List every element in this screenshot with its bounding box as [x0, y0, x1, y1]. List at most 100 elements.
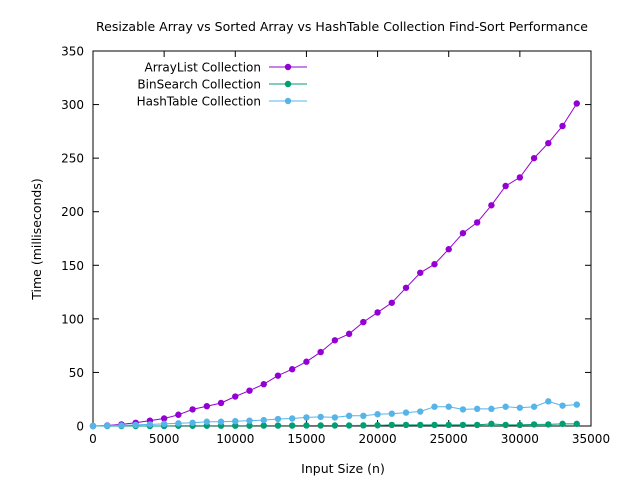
data-point	[274, 422, 282, 429]
x-tick-label: 25000	[430, 432, 468, 446]
data-point	[160, 415, 168, 422]
data-point	[203, 402, 211, 410]
data-point	[388, 410, 395, 417]
data-point	[530, 154, 538, 162]
data-point	[431, 261, 438, 268]
data-point	[331, 414, 339, 421]
data-point	[516, 404, 524, 411]
legend-label: HashTable Collection	[137, 95, 261, 109]
data-point	[374, 309, 381, 316]
axes: 0 5000 10000 15000 20000 25000 30000 35000 0 50 10…	[61, 45, 610, 447]
data-point	[516, 421, 524, 429]
y-axis-label: Time (milliseconds)	[29, 178, 44, 300]
data-point	[345, 422, 353, 429]
data-point	[175, 411, 182, 418]
data-point	[488, 202, 495, 209]
x-tick-label: 30000	[501, 432, 539, 446]
data-point	[260, 381, 267, 388]
data-point	[217, 418, 225, 425]
data-point	[345, 412, 353, 420]
data-point	[559, 122, 566, 130]
series-arraylist-collection	[89, 100, 580, 430]
chart-title: Resizable Array vs Sorted Array vs HashT…	[96, 19, 588, 34]
series-hashtable-collection	[89, 398, 580, 430]
legend-swatch-marker	[284, 97, 292, 105]
x-tick-label: 0	[89, 432, 97, 446]
data-point	[502, 421, 509, 429]
y-tick-label: 0	[76, 420, 84, 434]
data-point	[388, 421, 395, 429]
data-point	[160, 420, 168, 428]
legend-item: ArrayList Collection	[145, 61, 307, 75]
data-point	[459, 421, 467, 429]
data-point	[232, 393, 239, 400]
y-tick-label: 50	[69, 366, 84, 380]
legend-label: ArrayList Collection	[145, 61, 261, 75]
data-point	[246, 387, 253, 394]
data-point	[530, 403, 538, 410]
legend: ArrayList Collection BinSearch Collection…	[137, 61, 307, 109]
data-point	[217, 399, 225, 407]
data-point	[232, 417, 239, 425]
series-layer	[89, 100, 580, 430]
data-point	[360, 422, 367, 429]
legend-swatch-marker	[284, 63, 292, 71]
data-point	[559, 420, 566, 428]
data-point	[502, 182, 509, 190]
data-point	[374, 422, 381, 429]
data-point	[445, 246, 452, 253]
y-tick-label: 250	[61, 152, 84, 166]
data-point	[274, 415, 282, 423]
data-point	[246, 422, 253, 429]
x-tick-label: 35000	[572, 432, 610, 446]
data-point	[317, 348, 324, 356]
legend-label: BinSearch Collection	[137, 78, 261, 92]
data-point	[573, 100, 580, 107]
series-line-arraylist-collection	[92, 103, 578, 427]
data-point	[175, 420, 182, 427]
data-point	[402, 409, 410, 416]
data-point	[545, 139, 552, 147]
y-tick-label: 100	[61, 312, 84, 326]
x-tick-label: 10000	[216, 432, 254, 446]
data-point	[260, 422, 267, 429]
data-point	[573, 401, 580, 408]
data-point	[303, 358, 310, 365]
data-point	[388, 299, 395, 306]
data-point	[289, 415, 296, 422]
data-point	[559, 402, 566, 409]
data-point	[246, 417, 253, 424]
data-point	[431, 403, 438, 410]
data-point	[459, 406, 467, 413]
data-point	[502, 403, 509, 410]
data-point	[132, 421, 139, 429]
data-point	[374, 411, 381, 418]
data-point	[303, 414, 310, 421]
data-point	[331, 337, 339, 344]
data-point	[289, 422, 296, 429]
data-point	[573, 420, 580, 428]
data-point	[189, 419, 196, 426]
data-point	[545, 421, 552, 428]
data-point	[488, 420, 495, 428]
data-point	[473, 421, 481, 429]
legend-item: HashTable Collection	[137, 95, 307, 109]
x-axis-label: Input Size (n)	[301, 461, 385, 476]
data-point	[303, 422, 310, 429]
data-point	[459, 229, 467, 237]
data-point	[417, 421, 424, 429]
data-point	[203, 418, 211, 425]
data-point	[473, 405, 481, 413]
legend-swatch-marker	[284, 80, 292, 88]
data-point	[317, 413, 324, 421]
data-point	[431, 421, 438, 429]
data-point	[260, 416, 267, 424]
data-point	[445, 403, 452, 410]
data-point	[530, 421, 538, 428]
y-tick-label: 350	[61, 45, 84, 59]
data-point	[317, 422, 324, 429]
x-tick-label: 5000	[149, 432, 180, 446]
y-tick-label: 150	[61, 259, 84, 273]
